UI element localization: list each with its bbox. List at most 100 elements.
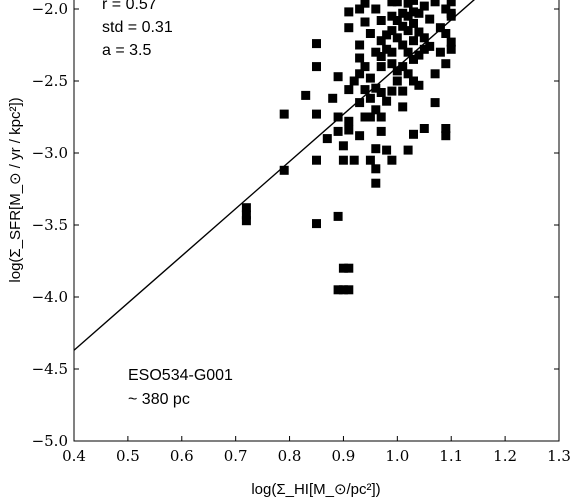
data-point: [387, 11, 397, 21]
data-point: [392, 16, 402, 25]
plot-frame: [73, 0, 560, 442]
data-point: [446, 11, 456, 21]
data-point: [392, 33, 402, 43]
data-point: [365, 155, 375, 165]
data-point: [382, 44, 392, 54]
data-point: [430, 98, 440, 108]
x-tick-label: 1.0: [385, 447, 409, 465]
data-point: [376, 52, 386, 61]
data-point: [441, 59, 451, 69]
data-point: [409, 76, 418, 86]
data-point: [414, 80, 424, 90]
data-point: [355, 131, 365, 141]
data-point: [301, 90, 311, 100]
data-point: [344, 85, 354, 95]
x-tick-label: 0.6: [170, 447, 194, 465]
data-point: [387, 26, 397, 36]
data-point: [435, 47, 445, 57]
data-point: [382, 96, 392, 106]
data-point: [409, 129, 418, 139]
data-point: [387, 47, 397, 57]
data-point: [419, 33, 429, 43]
x-tick-label: 0.7: [224, 447, 248, 465]
data-point: [425, 14, 435, 24]
data-point: [360, 85, 370, 95]
data-point: [360, 112, 370, 122]
x-axis-label: log(Σ_HI[M_⊙/pc²]): [251, 481, 380, 498]
data-point: [360, 17, 370, 27]
data-point: [355, 98, 365, 108]
data-point: [403, 145, 413, 155]
data-point: [241, 203, 251, 213]
plot-area: 0.4 0.5 0.6 0.7 0.8 0.9 1.0 1.1 1.2 1.3 −5.0 −4.5 −4…: [32, 0, 571, 465]
annotation-resolution: ~ 380 pc: [128, 391, 190, 408]
data-point: [414, 27, 424, 37]
data-point: [344, 116, 354, 126]
data-point: [344, 125, 354, 135]
data-point: [419, 124, 429, 133]
data-point: [349, 76, 359, 86]
data-point: [419, 44, 429, 54]
data-point: [376, 126, 386, 136]
data-point: [403, 69, 413, 79]
data-point: [446, 37, 456, 47]
data-point: [338, 141, 348, 151]
data-point: [371, 164, 381, 174]
data-point: [333, 285, 343, 295]
data-point: [365, 73, 375, 83]
data-point: [441, 131, 451, 141]
data-point: [333, 112, 343, 122]
data-point: [403, 11, 413, 21]
data-point: [382, 145, 392, 155]
data-point: [312, 39, 321, 49]
data-point: [365, 93, 375, 103]
data-point: [409, 18, 418, 28]
y-tick-label: −2.5: [32, 72, 68, 90]
data-point: [338, 263, 348, 273]
data-point: [425, 41, 435, 51]
data-point: [338, 285, 348, 295]
data-point: [441, 124, 451, 133]
x-tick-label: 1.1: [439, 447, 463, 465]
data-point: [371, 4, 381, 14]
annotation-galaxy-name: ESO534-G001: [128, 367, 233, 384]
data-point: [398, 21, 408, 31]
data-point: [414, 8, 424, 18]
data-point: [241, 216, 251, 226]
data-point: [414, 50, 424, 60]
data-point: [398, 40, 408, 50]
x-tick-label: 0.8: [278, 447, 302, 465]
data-point: [392, 76, 402, 86]
data-point: [392, 0, 402, 7]
data-point: [398, 86, 408, 96]
data-point: [387, 155, 397, 165]
data-point: [387, 59, 397, 69]
data-point: [403, 0, 413, 8]
x-tick-label: 0.4: [62, 447, 86, 465]
data-point: [446, 0, 456, 7]
data-point: [328, 93, 338, 103]
y-tick-label: −3.5: [32, 216, 68, 234]
data-point: [365, 112, 375, 122]
data-point: [333, 126, 343, 136]
x-tick-label: 0.9: [332, 447, 356, 465]
data-point: [241, 210, 251, 220]
data-point: [360, 0, 370, 8]
annotation-a: a = 3.5: [102, 42, 151, 59]
data-point: [279, 165, 289, 175]
data-point: [333, 211, 343, 221]
data-point: [355, 53, 365, 63]
data-point: [387, 0, 397, 7]
data-point: [312, 155, 321, 165]
data-point: [355, 4, 365, 14]
y-tick-label: −3.0: [32, 144, 68, 162]
data-point: [441, 29, 451, 38]
data-point: [376, 88, 386, 97]
data-point: [344, 263, 354, 273]
data-point: [430, 69, 440, 79]
data-point: [360, 62, 370, 72]
data-point: [435, 23, 445, 33]
data-point: [344, 23, 354, 33]
data-point: [441, 4, 451, 14]
